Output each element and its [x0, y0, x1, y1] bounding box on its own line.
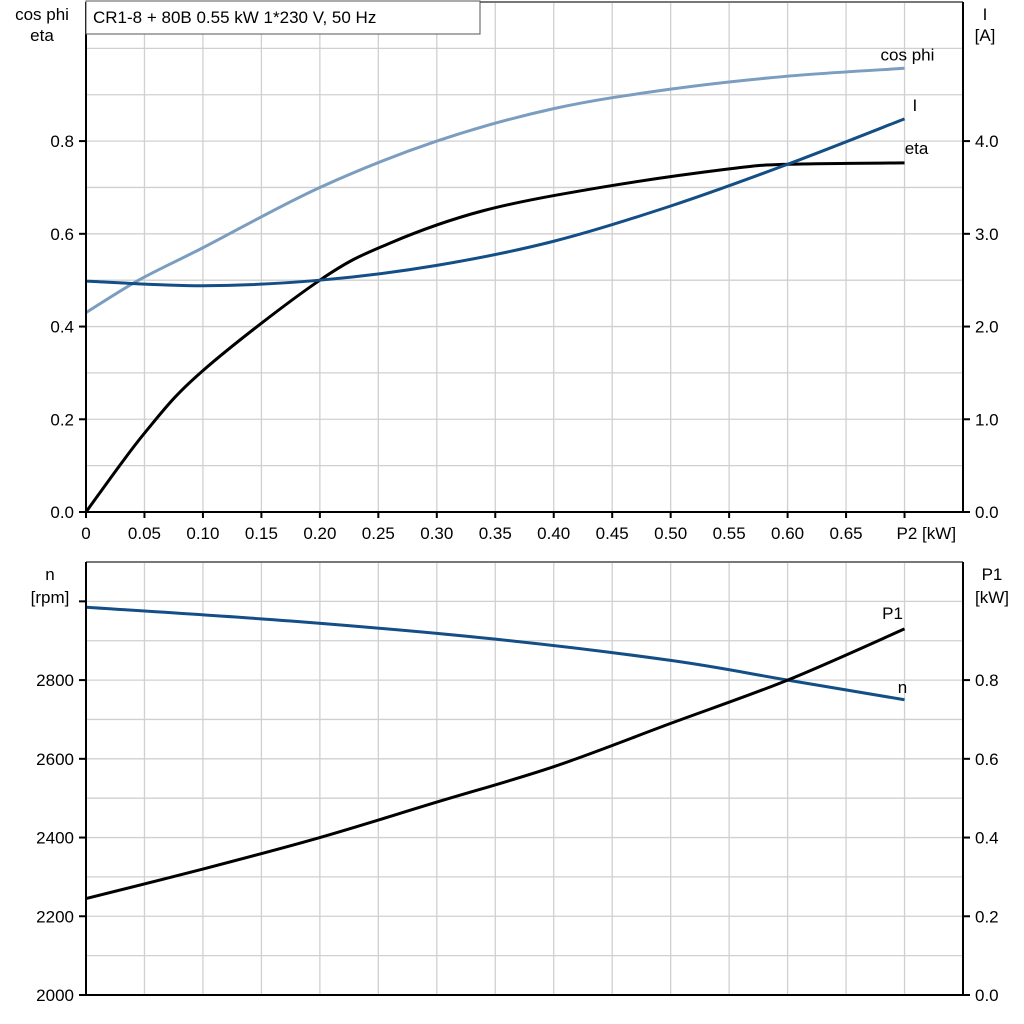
right-tick-label: 0.0: [975, 986, 999, 1005]
title-box: CR1-8 + 80B 0.55 kW 1*230 V, 50 Hz: [85, 0, 481, 35]
series-label-i: I: [913, 96, 918, 115]
right-tick-label: 0.0: [975, 503, 999, 522]
x-tick-label: 0.55: [713, 524, 746, 543]
curve-cos-phi: [85, 66, 905, 314]
right-axis-label: [A]: [975, 26, 996, 45]
right-tick-label: 0.2: [975, 907, 999, 926]
right-tick-label: 3.0: [975, 225, 999, 244]
x-tick-label: 0.40: [537, 524, 570, 543]
series-label-cos-phi: cos phi: [881, 45, 935, 64]
left-tick-label: 0.6: [50, 225, 74, 244]
curve-eta: [84, 161, 905, 513]
left-axis-label: n: [45, 565, 54, 584]
x-tick-label: 0.20: [303, 524, 336, 543]
right-tick-label: 0.4: [975, 829, 999, 848]
x-tick-label: 0.30: [420, 524, 453, 543]
right-tick-label: 2.0: [975, 318, 999, 337]
right-axis-label: I: [983, 5, 988, 24]
right-tick-label: 0.6: [975, 750, 999, 769]
left-tick-label: 2800: [36, 671, 74, 690]
left-tick-label: 2000: [36, 986, 74, 1005]
x-tick-label: 0.05: [128, 524, 161, 543]
curve-i: [85, 117, 906, 288]
x-tick-label: 0.10: [186, 524, 219, 543]
x-axis-label: P2 [kW]: [897, 524, 957, 543]
left-tick-label: 2400: [36, 829, 74, 848]
x-tick-label: 0.65: [830, 524, 863, 543]
right-tick-label: 0.8: [975, 671, 999, 690]
series-label-n: n: [898, 678, 907, 697]
x-tick-label: 0.60: [771, 524, 804, 543]
right-axis-label: P1: [982, 565, 1003, 584]
right-axis-label: [kW]: [975, 588, 1009, 607]
series-label-eta: eta: [905, 139, 929, 158]
left-tick-label: 0.8: [50, 132, 74, 151]
chart-title: CR1-8 + 80B 0.55 kW 1*230 V, 50 Hz: [93, 8, 376, 27]
left-axis-label: eta: [30, 26, 54, 45]
left-tick-label: 0.4: [50, 318, 74, 337]
right-tick-label: 4.0: [975, 132, 999, 151]
left-axis-label: [rpm]: [31, 588, 70, 607]
series-label-p1: P1: [882, 604, 903, 623]
left-axis-label: cos phi: [15, 5, 69, 24]
x-tick-label: 0.15: [245, 524, 278, 543]
left-tick-label: 0.2: [50, 410, 74, 429]
x-tick-label: 0.35: [479, 524, 512, 543]
curve-p1: [85, 627, 906, 901]
x-tick-label: 0.25: [362, 524, 395, 543]
x-tick-label: 0: [81, 524, 90, 543]
left-tick-label: 2200: [36, 907, 74, 926]
left-tick-label: 2600: [36, 750, 74, 769]
left-tick-label: 0.0: [50, 503, 74, 522]
right-tick-label: 1.0: [975, 410, 999, 429]
x-tick-label: 0.45: [596, 524, 629, 543]
x-tick-label: 0.50: [654, 524, 687, 543]
